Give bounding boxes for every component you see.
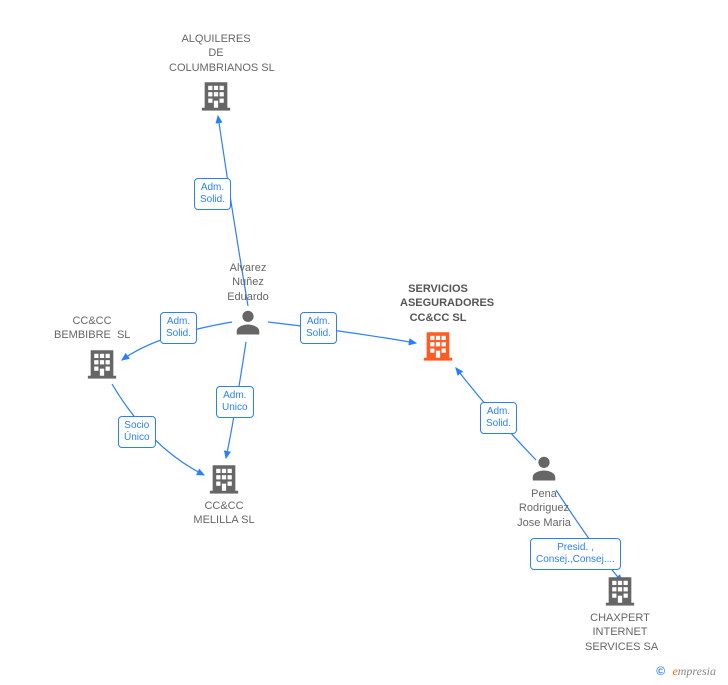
building-icon-bembibre xyxy=(85,346,119,385)
node-label-alvarez: Alvarez Nuñez Eduardo xyxy=(225,261,271,304)
person-icon-alvarez xyxy=(233,307,263,342)
edge-label-pena-chaxpert: Presid. , Consej.,Consej.... xyxy=(530,538,621,570)
edge-label-alvarez-alquileres: Adm. Solid. xyxy=(194,178,231,210)
copyright-symbol: © xyxy=(656,664,665,678)
edge-label-bembibre-melilla: Socio Único xyxy=(118,416,156,448)
edge-alvarez-servicios xyxy=(268,322,416,343)
node-label-servicios: SERVICIOS ASEGURADORES CC&CC SL xyxy=(400,282,476,325)
footer-attribution: © empresia xyxy=(656,664,716,679)
node-label-alquileres: ALQUILERES DE COLUMBRIANOS SL xyxy=(169,32,263,75)
edge-label-alvarez-servicios: Adm. Solid. xyxy=(300,312,337,344)
edge-label-pena-servicios: Adm. Solid. xyxy=(480,402,517,434)
building-icon-melilla xyxy=(207,461,241,500)
node-label-pena: Pena Rodriguez Jose Maria xyxy=(512,487,576,530)
building-icon-alquileres xyxy=(199,78,233,117)
building-icon-chaxpert xyxy=(603,573,637,612)
node-label-chaxpert: CHAXPERT INTERNET SERVICES SA xyxy=(585,611,655,654)
edge-label-alvarez-bembibre: Adm. Solid. xyxy=(160,312,197,344)
person-icon-pena xyxy=(529,453,559,488)
edge-label-alvarez-melilla: Adm. Unico xyxy=(216,386,254,418)
node-label-melilla: CC&CC MELILLA SL xyxy=(192,499,256,528)
brand-rest: mpresia xyxy=(678,664,716,678)
building-icon-servicios xyxy=(421,328,455,367)
node-label-bembibre: CC&CC BEMBIBRE SL xyxy=(54,314,130,343)
